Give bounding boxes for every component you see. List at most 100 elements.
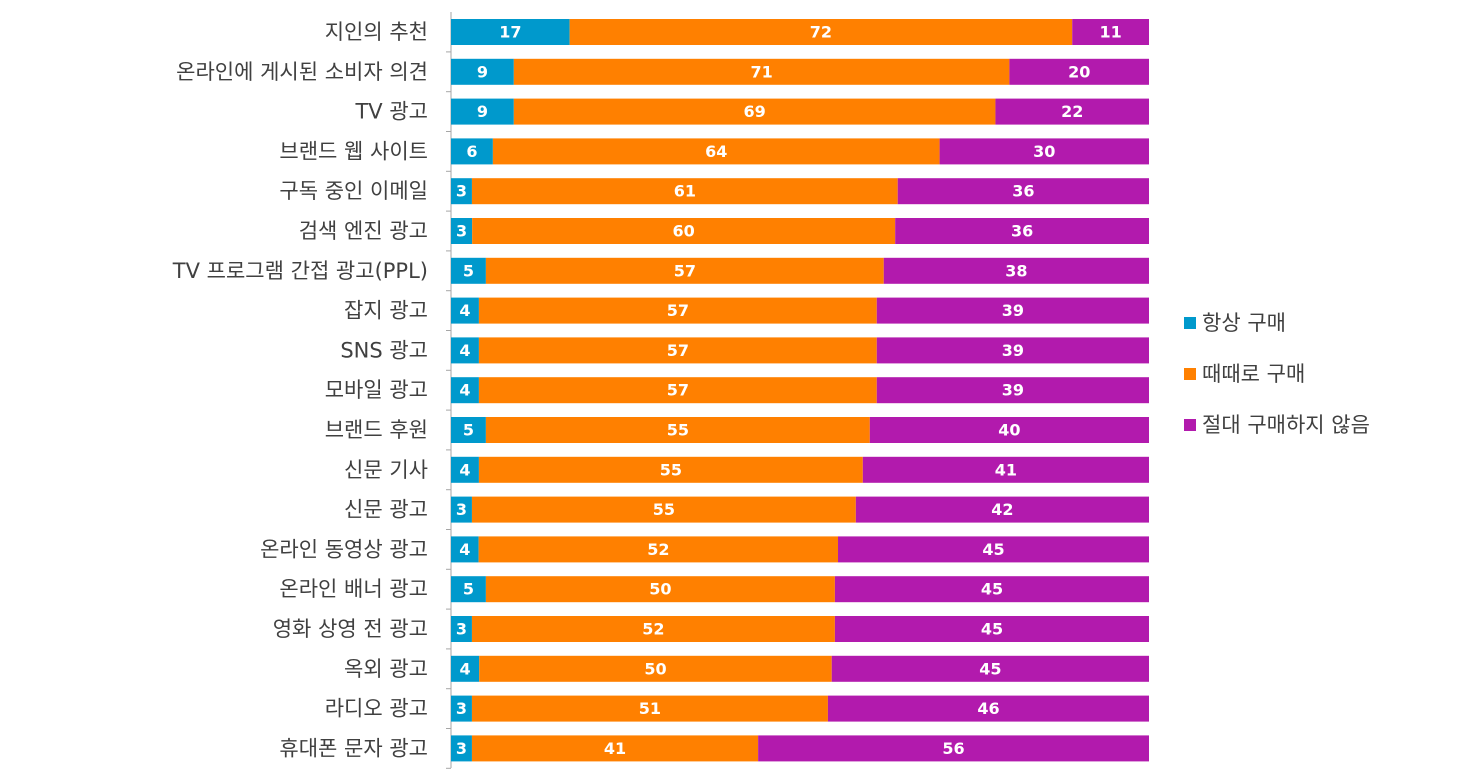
data-label: 41 [604,739,626,758]
bar-segment [478,297,877,324]
data-label: 5 [463,580,474,599]
data-label: 9 [477,62,488,81]
bar-segment [472,218,896,244]
data-label: 60 [673,222,695,241]
category-label: TV 광고 [354,100,428,124]
category-label: 브랜드 웹 사이트 [279,139,428,163]
data-label: 55 [653,500,675,519]
bar-segment [569,19,1073,45]
legend-entry: 항상 구매 [1202,311,1286,335]
data-label: 64 [705,142,727,161]
bar-segment [471,616,835,642]
bar-segment [451,257,486,284]
data-label: 57 [674,261,696,280]
bars-layer [451,19,1149,762]
bar-segment [995,98,1149,125]
category-label: 영화 상영 전 광고 [273,617,428,641]
bar-segment [827,695,1149,722]
category-label: 구독 중인 이메일 [279,179,428,203]
data-label: 4 [459,341,470,360]
bar-segment [513,58,1010,85]
data-label: 4 [459,301,470,320]
data-label: 46 [977,699,999,718]
data-label: 45 [981,580,1003,599]
data-label: 3 [456,739,467,758]
data-label: 56 [942,739,964,758]
data-label: 41 [995,460,1017,479]
data-label: 55 [667,421,689,440]
bar-segment [485,576,835,603]
bar-segment [471,695,828,722]
bar-segment [834,616,1149,642]
bar-segment [513,98,996,125]
data-label: 61 [674,182,696,201]
data-label: 3 [456,620,467,639]
bar-segment [451,576,486,603]
bar-segment [478,337,877,364]
bar-segment [471,178,898,205]
legend-swatch [1184,317,1196,329]
data-label: 5 [463,421,474,440]
bar-segment [451,695,472,722]
data-label: 30 [1033,142,1055,161]
data-label: 36 [1011,222,1033,241]
bar-segment [895,218,1149,244]
data-label: 72 [810,23,832,42]
data-label: 4 [459,460,470,479]
data-label: 3 [456,182,467,201]
data-label: 4 [459,540,470,559]
bar-segment [876,297,1149,324]
bar-segment [451,655,480,682]
axis-layer [446,12,452,769]
data-label: 20 [1068,62,1090,81]
data-label: 50 [649,580,671,599]
bar-segment [451,98,514,125]
category-label: 온라인 동영상 광고 [260,537,428,561]
bar-segment [862,456,1149,483]
bar-segment [451,337,479,364]
bar-segment [451,496,472,523]
data-label: 57 [667,381,689,400]
category-label: 신문 광고 [344,498,428,522]
bar-segment [834,576,1149,603]
bar-segment [451,417,486,443]
bar-segment [758,735,1149,762]
bar-segment [451,735,472,762]
category-label: 잡지 광고 [344,299,428,323]
legend-entry: 절대 구매하지 않음 [1202,413,1370,437]
data-label: 3 [456,699,467,718]
data-label: 4 [460,659,471,678]
data-label: 45 [981,620,1003,639]
data-label: 42 [991,500,1013,519]
bar-segment [1009,58,1149,85]
data-label: 38 [1005,261,1027,280]
bar-segment [869,417,1149,443]
bar-segment [897,178,1149,205]
category-label: 휴대폰 문자 광고 [279,736,428,760]
bar-segment [855,496,1149,523]
bar-segment [451,456,479,483]
bar-segment [451,58,514,85]
bar-segment [451,377,479,404]
data-label: 39 [1002,301,1024,320]
bar-segment [451,178,472,205]
category-label: 온라인 배너 광고 [279,577,428,601]
data-label: 52 [647,540,669,559]
bar-segment [1072,19,1149,45]
labels-layer: 지인의 추천 17 72 11 온라인에 게시된 소비자 의견 9 71 20 TV 광고 9 69… [172,20,1122,760]
bar-segment [485,417,870,443]
category-label: 옥외 광고 [344,657,428,681]
data-label: 51 [639,699,661,718]
bar-segment [471,496,856,523]
data-label: 40 [998,421,1020,440]
data-label: 5 [463,261,474,280]
bar-segment [876,377,1149,404]
bar-segment [478,536,839,563]
bar-segment [939,138,1149,165]
bar-segment [876,337,1149,364]
data-label: 3 [456,500,467,519]
category-label: 검색 엔진 광고 [299,219,428,243]
bar-segment [883,257,1149,284]
category-label: 온라인에 게시된 소비자 의견 [176,60,428,84]
